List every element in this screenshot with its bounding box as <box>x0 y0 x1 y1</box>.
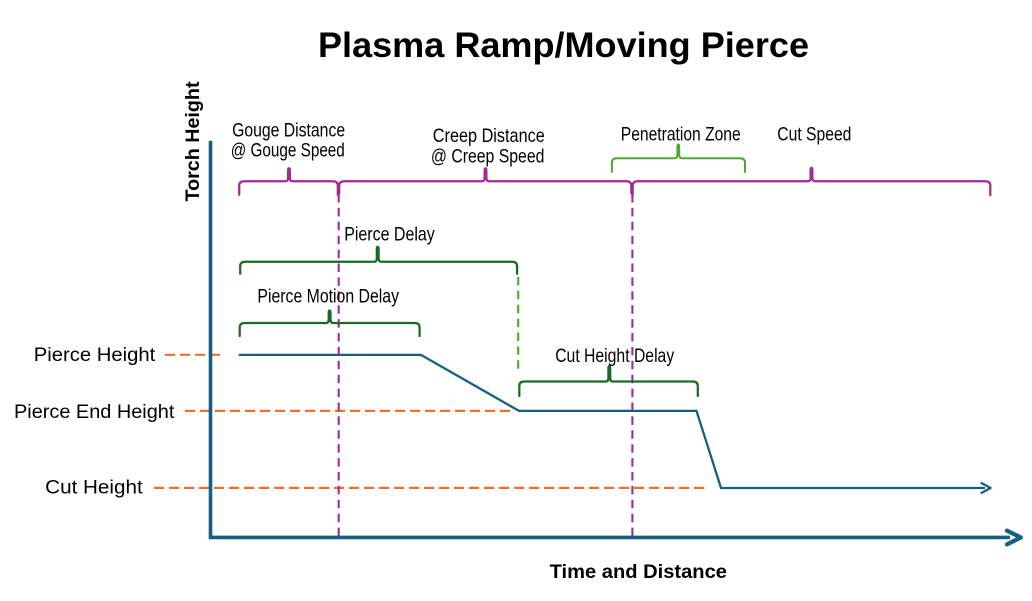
svg-text:@ Creep Speed: @ Creep Speed <box>431 145 545 167</box>
svg-text:Pierce Motion Delay: Pierce Motion Delay <box>257 286 399 308</box>
svg-text:Penetration Zone: Penetration Zone <box>621 123 741 145</box>
svg-text:Pierce Delay: Pierce Delay <box>344 224 435 246</box>
svg-text:Time and Distance: Time and Distance <box>550 561 728 583</box>
svg-text:Plasma Ramp/Moving Pierce: Plasma Ramp/Moving Pierce <box>318 26 809 65</box>
svg-text:Pierce End Height: Pierce End Height <box>14 401 175 423</box>
svg-text:@ Gouge Speed: @ Gouge Speed <box>231 140 345 162</box>
svg-text:Pierce Height: Pierce Height <box>34 344 156 366</box>
svg-text:Creep Distance: Creep Distance <box>433 125 545 147</box>
svg-text:Torch Height: Torch Height <box>182 81 204 202</box>
svg-text:Cut Speed: Cut Speed <box>777 123 851 145</box>
svg-text:Gouge Distance: Gouge Distance <box>232 119 345 141</box>
svg-text:Cut Height: Cut Height <box>45 477 143 499</box>
svg-text:Cut Height Delay: Cut Height Delay <box>555 345 674 367</box>
